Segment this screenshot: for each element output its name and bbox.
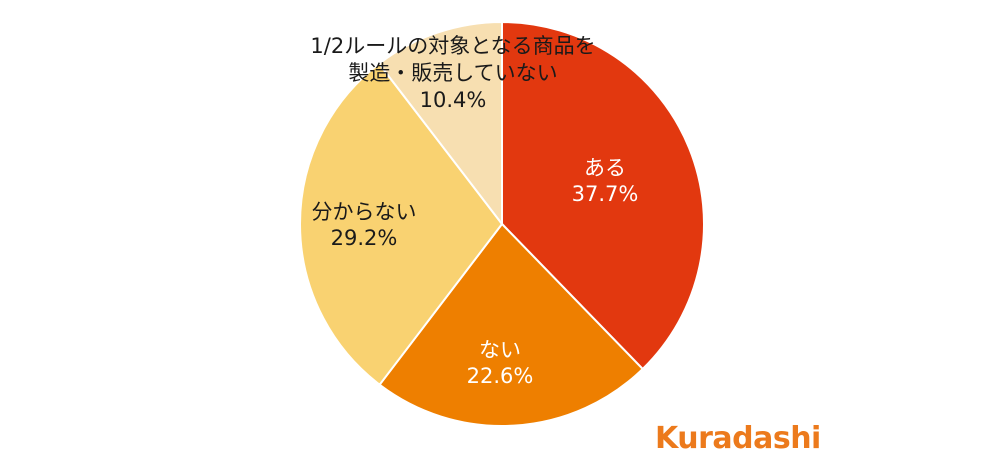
pie-slice-1 — [501, 21, 705, 370]
pie-slice-4 — [378, 21, 503, 225]
slice-3-value-label: 29.2% — [331, 226, 398, 250]
kuradashi-logo: Kuradashi — [655, 421, 821, 450]
slice-4-label-line-2: 製造・販売していない — [348, 61, 557, 85]
slice-4-value-label: 10.4% — [420, 88, 487, 112]
pie-slices — [299, 21, 705, 427]
pie-slice-3 — [299, 62, 503, 386]
slice-3-label: 分からない — [312, 200, 417, 224]
slice-2-value-label: 22.6% — [467, 364, 534, 388]
slice-4-label-line-1: 1/2ルールの対象となる商品を — [310, 34, 595, 58]
slice-1-value-label: 37.7% — [572, 182, 639, 206]
slice-2-label: ない — [479, 338, 521, 362]
pie-slice-2 — [378, 223, 644, 427]
slice-1-label: ある — [584, 156, 626, 180]
